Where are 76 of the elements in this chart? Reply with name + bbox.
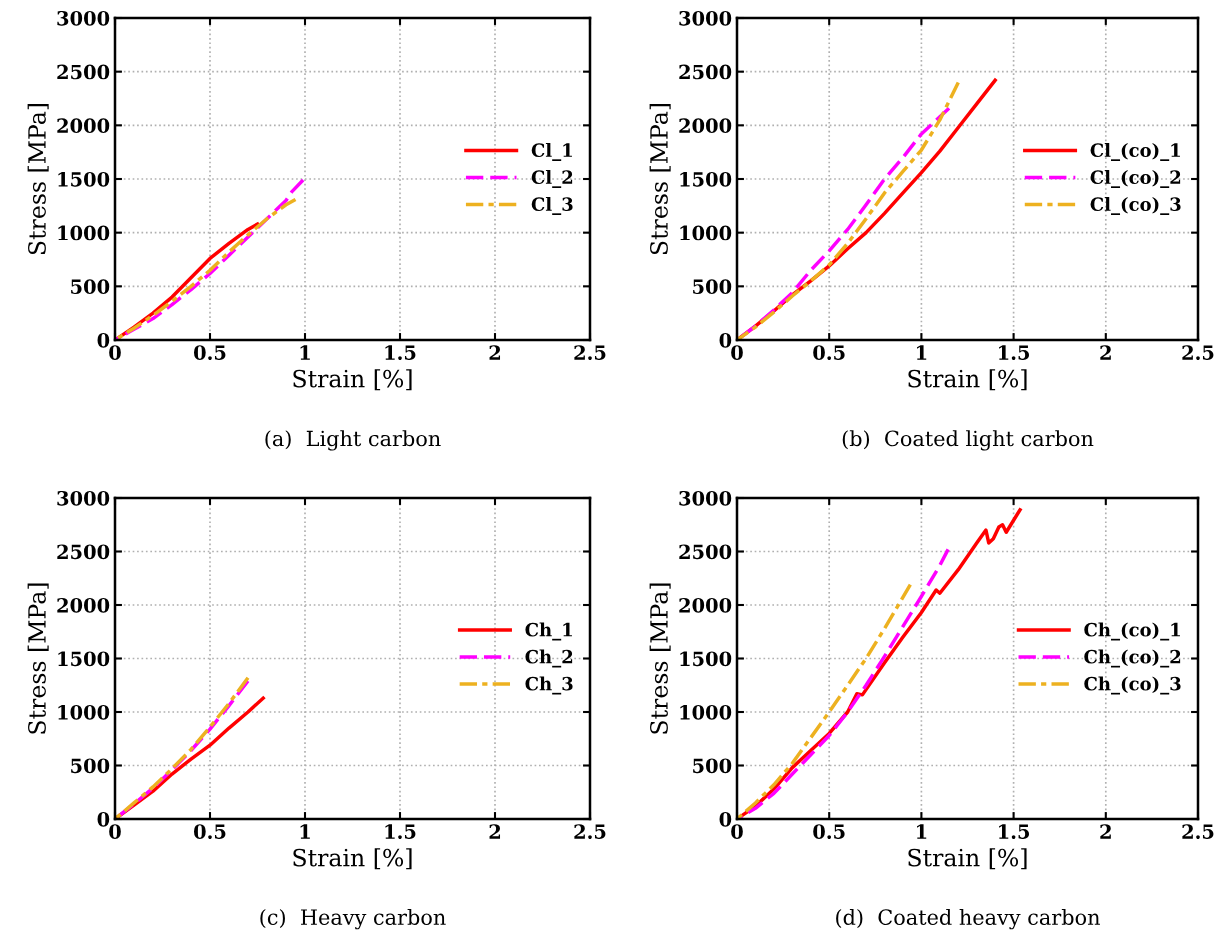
x-axis-title: Strain [%] [908,848,1027,870]
legend-label: Ch_(co)_1 [1084,622,1180,641]
y-axis-title: Stress [MPa] [27,103,49,255]
x-tick-label: 0 [109,824,121,839]
text: (b) Coated light carbon [842,430,1094,451]
y-tick-label: 2500 [679,64,732,80]
x-tick-label: 0.5 [194,345,226,360]
y-tick-label: 2500 [57,64,110,80]
legend-label: Cl_(co)_3 [1090,197,1181,215]
legend-label: Cl_2 [531,170,573,188]
x-tick-label: 1 [300,345,310,360]
y-axis-title: Stress [MPa] [649,103,671,255]
y-tick-label: 1000 [58,225,110,241]
y-axis-title: Stress [MPa] [649,583,671,734]
y-tick-label: 3000 [679,490,732,506]
y-tick-label: 2500 [57,544,110,560]
x-tick-label: 2.5 [1182,824,1214,839]
y-tick-label: 500 [71,758,110,774]
x-axis-title: Strain [%] [908,369,1027,391]
y-tick-label: 2000 [57,118,110,133]
x-tick-label: 0 [109,345,121,360]
x-tick-label: 0 [731,345,743,360]
y-tick-label: 0 [97,332,110,348]
x-tick-label: 1.5 [385,345,416,360]
x-tick-label: 0.5 [813,345,845,360]
x-tick-label: 0.5 [813,824,845,839]
x-axis-title: Strain [%] [293,369,412,391]
x-tick-label: 2.5 [574,824,606,839]
x-tick-label: 1 [917,345,927,360]
y-tick-label: 2500 [679,544,732,560]
y-tick-label: 1500 [680,651,732,667]
y-tick-label: 3000 [57,10,110,26]
text: (c) Heavy carbon [260,908,446,930]
legend-label: Cl_(co)_2 [1090,170,1181,188]
y-tick-label: 0 [97,811,110,827]
y-tick-label: 3000 [679,10,732,26]
x-tick-label: 1.5 [999,824,1030,839]
x-tick-label: 0.5 [194,824,226,839]
legend-label: Ch_(co)_2 [1084,649,1181,668]
y-tick-label: 1000 [58,704,110,720]
y-tick-label: 500 [71,279,110,294]
x-tick-label: 2.5 [1182,345,1214,360]
y-tick-label: 3000 [57,490,110,506]
y-tick-label: 0 [719,811,732,827]
text: (a) Light carbon [265,430,441,451]
y-tick-label: 1000 [680,704,732,720]
x-tick-label: 2 [1100,345,1111,360]
legend-label: Cl_(co)_1 [1090,143,1180,161]
y-tick-label: 500 [693,279,732,294]
x-axis-title: Strain [%] [293,848,412,870]
x-tick-label: 0 [731,824,743,839]
y-tick-label: 500 [693,758,732,774]
y-axis-title: Stress [MPa] [27,583,49,734]
x-tick-label: 2 [489,345,501,360]
y-tick-label: 1500 [58,171,110,187]
x-tick-label: 1.5 [385,824,416,839]
y-tick-label: 2000 [679,118,732,133]
y-tick-label: 2000 [679,597,732,613]
legend-label: Ch_1 [525,622,572,641]
legend-label: Ch_(co)_3 [1084,676,1181,695]
x-tick-label: 1 [300,824,310,839]
y-tick-label: 1500 [58,651,110,667]
x-tick-label: 1 [917,824,927,839]
x-tick-label: 2 [1100,824,1111,839]
x-tick-label: 2 [489,824,501,839]
x-tick-label: 1.5 [999,345,1030,360]
x-tick-label: 2.5 [574,345,606,360]
y-tick-label: 1000 [680,225,732,241]
y-tick-label: 1500 [680,171,732,187]
y-tick-label: 0 [719,332,732,348]
legend-label: Cl_1 [531,143,572,161]
legend-label: Cl_3 [531,197,573,215]
y-tick-label: 2000 [57,597,110,613]
legend-label: Ch_3 [525,676,573,695]
text: (d) Coated heavy carbon [836,908,1100,930]
legend-label: Ch_2 [525,649,573,668]
